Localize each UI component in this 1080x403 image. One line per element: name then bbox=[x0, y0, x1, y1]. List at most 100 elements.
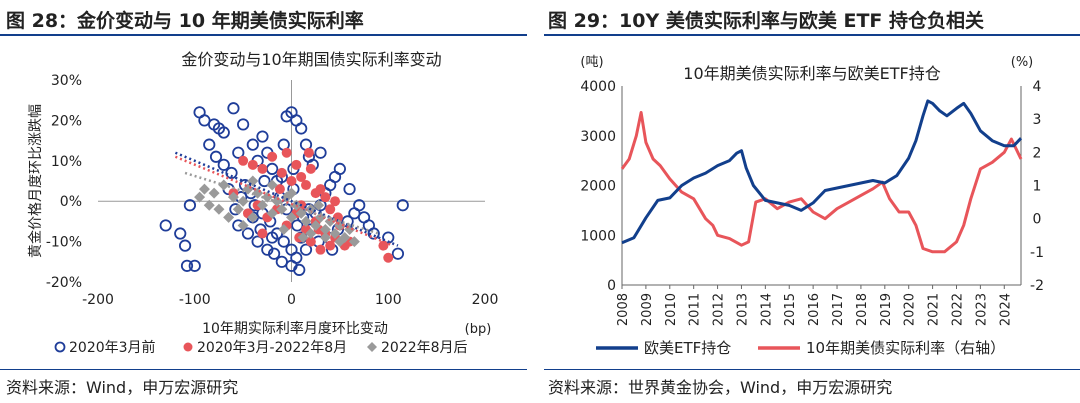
scatter-point-2020-2022 bbox=[247, 159, 258, 170]
y1-tick-label: 2000 bbox=[580, 179, 616, 195]
scatter-point-post2022 bbox=[286, 187, 297, 199]
scatter-point-pre2020 bbox=[258, 174, 271, 188]
trendline bbox=[174, 151, 399, 247]
scatter-point-pre2020 bbox=[299, 243, 313, 256]
scatter-point-post2022 bbox=[329, 228, 341, 240]
scatter-point-pre2020 bbox=[246, 138, 259, 151]
scatter-point-pre2020 bbox=[293, 263, 306, 276]
scatter-point-2020-2022 bbox=[303, 147, 314, 158]
scatter-point-pre2020 bbox=[396, 199, 409, 212]
scatter-point-pre2020 bbox=[237, 118, 250, 131]
y2-tick-label: -2 bbox=[1030, 278, 1044, 294]
x-tick-label: 2024 bbox=[998, 293, 1013, 326]
x-tick-label: 2023 bbox=[974, 293, 989, 326]
left-source: 资料来源：Wind，申万宏源研究 bbox=[6, 378, 239, 397]
scatter-point-2020-2022 bbox=[383, 252, 394, 263]
scatter-point-pre2020 bbox=[180, 259, 194, 272]
x-tick-label: 2015 bbox=[783, 293, 798, 326]
scatter-point-2020-2022 bbox=[257, 228, 268, 239]
right-panel-title: 图 29：10Y 美债实际利率与欧美 ETF 持仓负相关 bbox=[548, 10, 985, 32]
x-axis-unit: (bp) bbox=[465, 322, 492, 337]
scatter-point-pre2020 bbox=[174, 227, 187, 240]
chart-legend: 欧美ETF持仓 10年期美债实际利率（右轴） bbox=[596, 339, 1005, 357]
y-axis-label: 黄金价格月度环比涨跌幅 bbox=[27, 104, 44, 258]
y2-tick-label: 3 bbox=[1033, 112, 1042, 128]
scatter-point-post2022 bbox=[334, 236, 346, 248]
scatter-point-pre2020 bbox=[343, 182, 356, 196]
scatter-point-2020-2022 bbox=[257, 163, 268, 174]
scatter-point-post2022 bbox=[256, 199, 268, 211]
scatter-point-pre2020 bbox=[251, 235, 264, 248]
scatter-point-post2022 bbox=[237, 195, 249, 207]
scatter-point-pre2020 bbox=[295, 122, 308, 135]
y1-unit: (吨) bbox=[580, 55, 603, 70]
scatter-point-pre2020 bbox=[353, 199, 366, 212]
series-line-etf-holdings bbox=[621, 99, 1023, 245]
scatter-point-2020-2022 bbox=[281, 147, 292, 158]
x-tick-label: 2014 bbox=[759, 293, 774, 326]
scatter-chart: 金价变动与10年期国债实际利率变动 30% 20% 10% 0% -10% -20%-200… bbox=[27, 50, 498, 356]
trendline bbox=[184, 171, 379, 235]
scatter-point-pre2020 bbox=[241, 227, 255, 240]
scatter-point-post2022 bbox=[203, 199, 215, 211]
chart-legend: 2020年3月前 2020年3月-2022年8月 2022年8月后 bbox=[54, 339, 468, 356]
scatter-point-2020-2022 bbox=[267, 151, 278, 162]
scatter-point-2020-2022 bbox=[332, 212, 343, 223]
y2-tick-label: 0 bbox=[1033, 212, 1042, 228]
x-tick-label: 2019 bbox=[879, 293, 894, 326]
scatter-point-post2022 bbox=[194, 191, 206, 203]
x-axis-label: 10年期实际利率月度环比变动 bbox=[202, 320, 388, 337]
y2-unit: (%) bbox=[1011, 55, 1034, 70]
y2-tick-label: -1 bbox=[1030, 245, 1044, 261]
scatter-point-pre2020 bbox=[225, 166, 238, 180]
right-source-rule bbox=[544, 369, 1080, 370]
scatter-point-pre2020 bbox=[217, 158, 230, 171]
scatter-point-pre2020 bbox=[183, 199, 197, 212]
x-tick-label: 2010 bbox=[664, 293, 679, 326]
scatter-point-2020-2022 bbox=[238, 155, 249, 166]
scatter-point-post2022 bbox=[208, 187, 220, 199]
scatter-point-pre2020 bbox=[267, 247, 281, 260]
legend-label: 2020年3月前 bbox=[69, 339, 156, 356]
legend-label: 2022年8月后 bbox=[381, 340, 468, 356]
scatter-point-post2022 bbox=[276, 203, 288, 215]
scatter-point-pre2020 bbox=[277, 235, 290, 248]
y-tick-label: -20% bbox=[46, 275, 82, 291]
scatter-point-post2022 bbox=[313, 199, 325, 211]
legend-label-etf: 欧美ETF持仓 bbox=[644, 339, 731, 357]
scatter-point-post2022 bbox=[348, 236, 360, 248]
y1-tick-label: 3000 bbox=[580, 129, 616, 145]
x-tick-label: 2021 bbox=[927, 293, 942, 326]
scatter-point-2020-2022 bbox=[274, 184, 285, 195]
scatter-point-post2022 bbox=[213, 203, 225, 215]
scatter-point-pre2020 bbox=[188, 259, 201, 272]
line-chart: 10年期美债实际利率与欧美ETF持仓 (吨) (%) 4000 3000 2000 1000… bbox=[580, 55, 1044, 357]
scatter-point-2020-2022 bbox=[320, 192, 331, 203]
scatter-point-2020-2022 bbox=[296, 171, 307, 182]
scatter-point-2020-2022 bbox=[305, 163, 316, 174]
y-tick-label: 10% bbox=[51, 154, 82, 170]
legend-label-rate: 10年期美债实际利率（右轴） bbox=[806, 339, 1005, 357]
x-tick-label: 2013 bbox=[735, 293, 750, 326]
scatter-point-2020-2022 bbox=[325, 240, 336, 251]
scatter-point-post2022 bbox=[297, 232, 309, 244]
series-line-real-rate bbox=[620, 111, 1023, 254]
x-tick-label: 2012 bbox=[712, 293, 727, 326]
scatter-point-post2022 bbox=[266, 179, 278, 191]
x-tick-label: 0 bbox=[287, 292, 296, 308]
scatter-point-post2022 bbox=[266, 207, 278, 219]
scatter-point-2020-2022 bbox=[325, 204, 336, 215]
legend-marker-pre2020 bbox=[54, 341, 66, 353]
scatter-point-post2022 bbox=[319, 223, 331, 235]
x-tick-label: 2022 bbox=[950, 293, 965, 326]
legend-label: 2020年3月-2022年8月 bbox=[197, 340, 347, 356]
scatter-point-post2022 bbox=[232, 203, 244, 215]
scatter-point-pre2020 bbox=[159, 219, 172, 232]
x-tick-label: 2009 bbox=[640, 293, 655, 326]
scatter-point-post2022 bbox=[278, 223, 290, 235]
scatter-point-2020-2022 bbox=[276, 167, 287, 178]
scatter-point-2020-2022 bbox=[291, 159, 302, 170]
scatter-point-pre2020 bbox=[209, 150, 223, 163]
scatter-point-post2022 bbox=[227, 191, 239, 203]
y2-tick-label: 4 bbox=[1033, 79, 1042, 95]
